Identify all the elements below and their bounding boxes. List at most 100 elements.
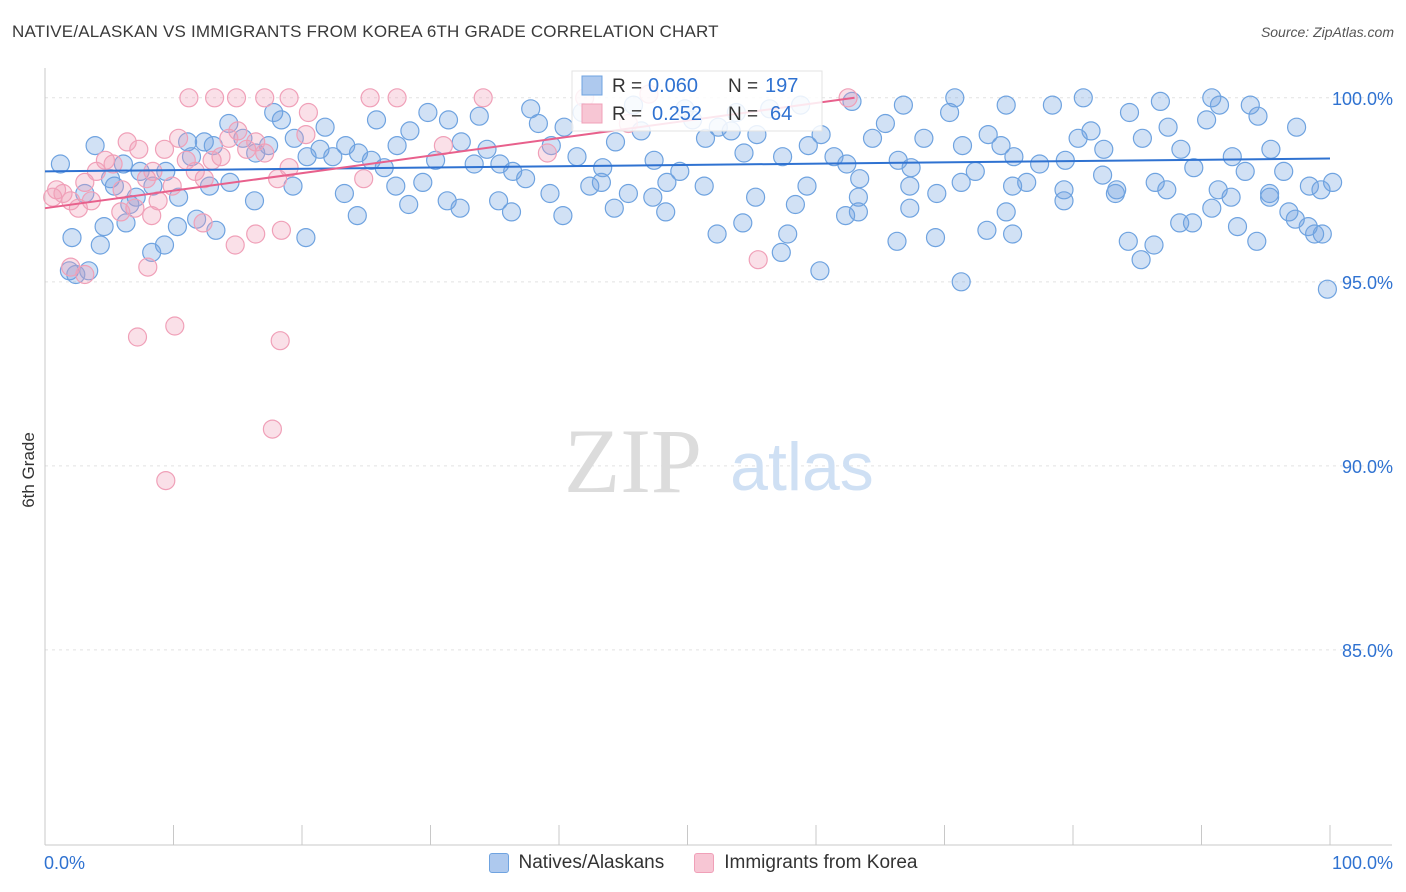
data-point <box>1054 180 1074 200</box>
data-point <box>1259 187 1280 207</box>
data-point <box>618 183 639 204</box>
stats-r-label-natives: R = <box>612 76 642 97</box>
data-point <box>927 183 947 204</box>
data-point <box>143 176 163 196</box>
data-point <box>205 88 225 108</box>
legend-label-natives: Natives/Alaskans <box>518 852 665 873</box>
data-point <box>169 128 189 148</box>
data-point <box>469 106 489 126</box>
data-point <box>945 88 965 108</box>
data-point <box>643 187 663 207</box>
data-point <box>1184 158 1204 178</box>
data-point <box>125 198 145 218</box>
data-point <box>255 143 275 163</box>
data-point <box>489 191 509 211</box>
trend-line-0 <box>44 157 1331 173</box>
data-point <box>848 202 869 222</box>
data-point <box>1132 128 1153 148</box>
data-point <box>142 242 162 262</box>
data-point <box>1247 231 1267 251</box>
x-tick-label-0: 0.0% <box>44 853 85 873</box>
y-tick-label-1: 95.0% <box>1342 273 1393 293</box>
data-point <box>1222 147 1242 167</box>
data-point <box>334 183 354 204</box>
data-point <box>1029 154 1050 174</box>
data-point <box>1002 224 1023 244</box>
data-point <box>1235 161 1255 181</box>
data-point <box>1002 176 1023 196</box>
data-point <box>264 102 284 123</box>
data-point <box>914 128 934 148</box>
data-point <box>1202 198 1222 218</box>
data-point <box>438 110 459 130</box>
data-point <box>887 231 907 251</box>
stats-r-value-korea: 0.252 <box>652 103 702 125</box>
data-point <box>1094 139 1114 159</box>
data-point <box>451 132 471 152</box>
stats-box-bg <box>571 70 823 132</box>
data-point <box>1311 180 1331 200</box>
data-point <box>1227 217 1248 237</box>
data-point <box>952 136 973 156</box>
data-point <box>225 235 245 255</box>
watermark-zip: ZIP <box>564 410 702 512</box>
axes <box>44 68 1392 846</box>
data-point <box>244 191 265 211</box>
data-point <box>464 154 484 174</box>
data-point <box>279 158 299 178</box>
data-point <box>925 228 946 248</box>
data-point <box>138 257 158 277</box>
stats-swatch-korea <box>581 103 603 124</box>
stats-swatch-natives <box>581 75 603 96</box>
data-point <box>1248 106 1268 126</box>
data-point <box>1158 117 1178 137</box>
data-point <box>900 176 920 196</box>
data-point <box>798 136 818 156</box>
y-axis-label: 6th Grade <box>19 432 38 508</box>
data-point <box>270 331 290 351</box>
legend-swatch-korea <box>694 853 715 873</box>
data-point <box>785 194 806 215</box>
stats-n-value-korea: 64 <box>770 103 792 125</box>
data-point <box>473 88 493 108</box>
tick-labels: 100.0% 95.0% 90.0% 85.0% 0.0% 100.0% <box>44 89 1393 873</box>
data-point <box>1017 172 1037 192</box>
data-point <box>977 220 997 240</box>
legend-item-natives: Natives/Alaskans <box>488 852 665 874</box>
data-point <box>900 198 920 218</box>
data-point <box>433 136 453 156</box>
data-point <box>1261 139 1281 159</box>
y-tick-label-0: 100.0% <box>1332 89 1393 109</box>
data-point <box>537 143 558 163</box>
data-point <box>226 88 247 108</box>
data-point <box>167 217 187 237</box>
data-point <box>283 176 303 196</box>
data-point <box>521 99 541 119</box>
data-point <box>772 147 793 167</box>
data-point <box>951 272 971 292</box>
data-point <box>1209 95 1230 115</box>
data-point <box>1118 231 1138 251</box>
data-point <box>142 206 162 226</box>
data-point <box>143 161 163 181</box>
data-point <box>553 206 573 226</box>
stats-r-label-korea: R = <box>612 104 642 125</box>
data-point <box>129 139 149 159</box>
data-point <box>901 158 921 178</box>
data-point <box>694 176 714 196</box>
data-point <box>848 187 869 207</box>
data-point <box>90 235 110 255</box>
data-point <box>707 224 727 244</box>
data-point <box>1073 88 1093 108</box>
data-point <box>644 150 664 170</box>
data-point <box>951 172 971 192</box>
data-point <box>1042 95 1063 115</box>
data-point <box>279 88 299 108</box>
data-point <box>298 102 318 123</box>
data-point <box>296 125 316 145</box>
data-point <box>991 136 1011 156</box>
data-point <box>734 143 754 163</box>
legend-label-korea: Immigrants from Korea <box>724 852 918 873</box>
data-point <box>386 176 406 196</box>
data-point <box>1279 202 1299 222</box>
